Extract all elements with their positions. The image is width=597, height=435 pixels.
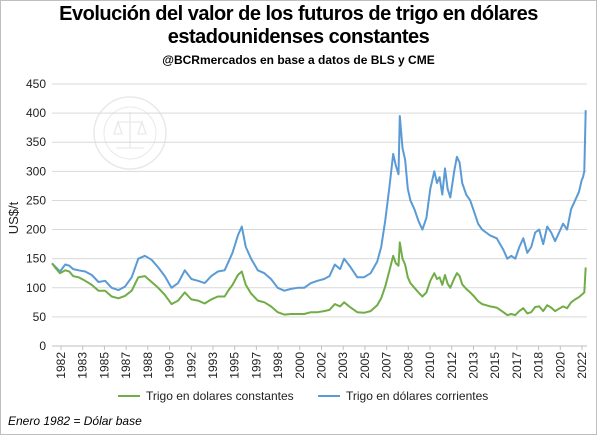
x-tick-label: 2010 [423,352,437,379]
y-tick-label: 200 [26,223,46,237]
legend-swatch-constantes [118,395,140,397]
x-tick-label: 2017 [510,352,524,379]
chart-title: Evolución del valor de los futuros de tr… [0,3,597,49]
x-tick-label: 1985 [97,352,111,379]
y-axis-label: US$/t [6,201,21,234]
x-tick-label: 2005 [358,352,372,379]
gridlines [52,83,587,347]
watermark-seal [93,96,167,170]
x-tick-label: 2007 [380,352,394,379]
x-tick-label: 1990 [163,352,177,379]
x-tick-label: 2003 [336,352,350,379]
y-tick-label: 0 [39,339,46,353]
series-lines [51,110,587,317]
y-tick-label: 50 [33,310,47,324]
legend-item-constantes: Trigo en dolares constantes [118,389,294,403]
x-tick-label: 2008 [401,352,415,379]
y-tick-label: 150 [26,252,46,266]
y-tick-label: 400 [26,106,46,120]
x-tick-label: 1998 [271,352,285,379]
series-line-corrientes [51,110,587,292]
y-tick-label: 350 [26,135,46,149]
legend-label-corrientes: Trigo en dólares corrientes [346,389,489,403]
x-tick-label: 2018 [532,352,546,379]
legend: Trigo en dolares constantes Trigo en dól… [0,389,597,407]
series-line-constantes [51,241,587,317]
x-tick-label: 1988 [141,352,155,379]
footnote: Enero 1982 = Dólar base [8,414,142,428]
x-tick-label: 2002 [315,352,329,379]
y-tick-label: 450 [26,77,46,91]
x-tick-label: 2020 [553,352,567,379]
chart-subtitle: @BCRmercados en base a datos de BLS y CM… [162,53,435,67]
x-tick-label: 1992 [184,352,198,379]
y-tick-label: 300 [26,164,46,178]
x-tick-label: 1982 [54,352,68,379]
x-tick-label: 1983 [76,352,90,379]
x-tick-label: 1987 [119,352,133,379]
legend-swatch-corrientes [318,395,340,397]
x-tick-label: 1997 [249,352,263,379]
y-tick-label: 100 [26,281,46,295]
x-axis: 1982 1983 1985 1987 1988 1990 1992 1993 1995 1997… [54,346,589,379]
chart-title-line2: estadounidenses constantes [167,26,430,48]
y-tick-label: 250 [26,193,46,207]
x-tick-label: 2013 [466,352,480,379]
x-tick-label: 2000 [293,352,307,379]
legend-label-constantes: Trigo en dolares constantes [146,389,294,403]
x-tick-label: 2015 [488,352,502,379]
x-tick-label: 2012 [445,352,459,379]
x-tick-label: 1995 [228,352,242,379]
x-tick-label: 1993 [206,352,220,379]
y-axis: 0 50 100 150 200 250 300 350 400 450 [26,77,46,353]
legend-item-corrientes: Trigo en dólares corrientes [318,389,488,403]
chart-title-line1: Evolución del valor de los futuros de tr… [59,3,538,25]
x-tick-label: 2022 [575,352,589,379]
